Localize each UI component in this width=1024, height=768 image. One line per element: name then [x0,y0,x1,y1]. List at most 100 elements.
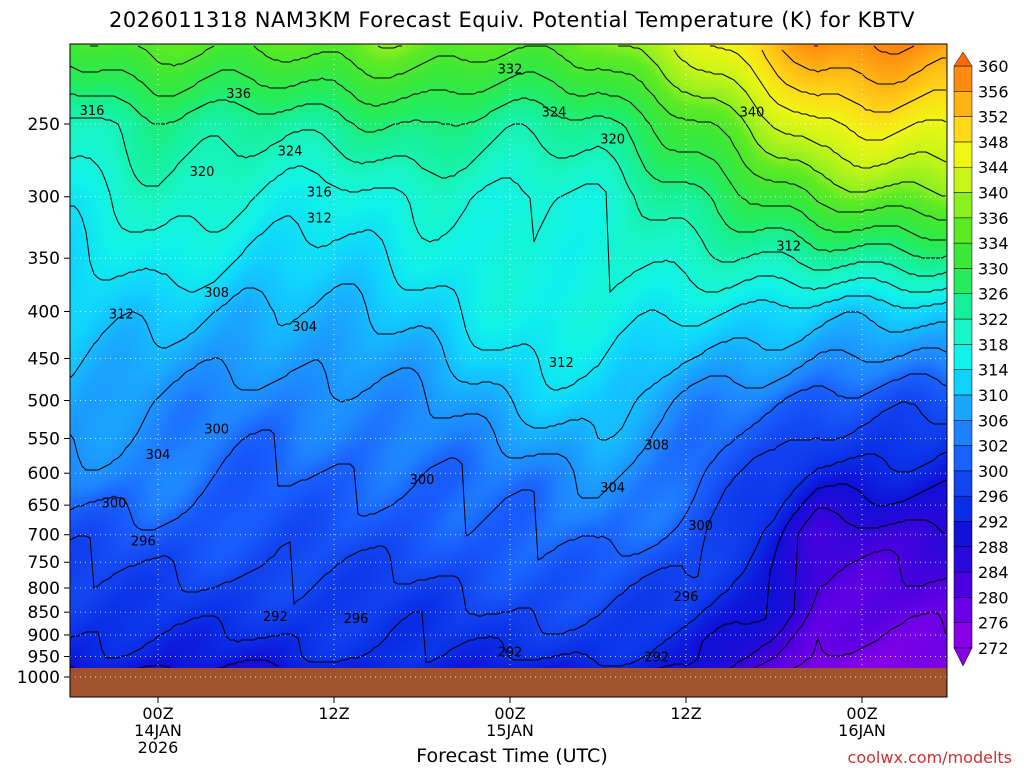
y-tick-label: 900 [28,626,60,646]
colorbar-swatch [953,217,973,244]
colorbar-label: 330 [978,259,1009,278]
x-tick-label: 2026 [138,738,179,757]
y-tick-label: 800 [28,579,60,599]
colorbar-swatch [953,141,973,168]
contour-label: 300 [204,423,229,438]
colorbar-swatch [953,420,973,446]
contour-line-320 [70,117,947,277]
colorbar-swatch [953,597,973,623]
contour-line-356 [814,45,915,55]
contour-line-340 [673,49,947,169]
x-tick-label: 14JAN [134,721,182,740]
y-tick-label: 300 [28,188,60,208]
x-tick-label: 12Z [670,704,701,723]
y-tick-label: 650 [28,496,60,516]
colorbar-label: 284 [978,563,1009,582]
colorbar-swatch [953,571,973,598]
credit-text: coolwx.com/modelts [847,748,1012,767]
colorbar-label: 300 [978,462,1009,481]
contour-label: 300 [410,473,435,488]
contour-label: 332 [498,62,523,77]
contour-label: 292 [263,610,288,625]
y-tick-label: 700 [28,526,60,546]
colorbar-swatch [953,521,973,548]
contour-label: 296 [674,590,699,605]
contour-label: 320 [190,165,215,180]
colorbar-swatch [953,318,973,345]
colorbar-label: 334 [978,234,1009,253]
contour-line-292 [69,451,947,667]
colorbar-swatch [953,495,973,522]
colorbar-label: 336 [978,209,1009,228]
colorbar-label: 272 [978,639,1009,658]
contour-line-276 [793,611,947,669]
y-tick-label: 500 [28,392,60,412]
theta-e-heatmap [70,44,947,668]
colorbar-swatch [953,293,973,320]
colorbar-label: 280 [978,588,1009,607]
contour-label: 296 [344,612,369,627]
contour-label: 316 [80,104,105,119]
colorbar-label: 292 [978,512,1009,531]
plot-frame [69,43,948,698]
chart-title: 2026011318 NAM3KM Forecast Equiv. Potent… [109,8,915,32]
contour-label: 300 [102,496,127,511]
contour-label: 308 [204,286,229,301]
colorbar-label: 288 [978,538,1009,557]
colorbar-swatch [953,116,973,143]
contour-line-316 [70,155,947,294]
colorbar-label: 326 [978,285,1009,304]
contour-line-336 [377,45,946,197]
colorbar-top-arrow [953,51,973,67]
contour-line-352 [781,49,946,85]
colorbar-swatch [953,470,973,497]
y-tick-label: 450 [28,349,60,369]
colorbar-label: 296 [978,487,1009,506]
contour-line-344 [710,45,947,141]
x-tick-label: 12Z [318,704,349,723]
colorbar-label: 306 [978,411,1009,430]
colorbar-swatch [953,369,973,396]
contour-label: 308 [644,439,669,454]
contour-line-312 [70,205,947,391]
colorbar-label: 310 [978,386,1009,405]
colorbar-bottom-arrow [953,647,973,667]
colorbar-swatch [953,394,973,421]
x-tick-label: 00Z [846,704,877,723]
x-tick-label: 16JAN [838,721,886,740]
contour-label: 336 [226,87,251,102]
colorbar-label: 322 [978,310,1009,329]
contour-label: 324 [542,106,567,121]
contour-line-280 [753,549,947,669]
x-tick-label: 15JAN [486,721,534,740]
contour-line-288 [69,479,947,669]
colorbar-swatch [953,445,973,472]
colorbar-label: 276 [978,614,1009,633]
y-tick-label: 250 [28,115,60,135]
contour-label: 300 [688,519,713,534]
contour-label: 304 [600,481,625,496]
colorbar-swatch [953,91,973,117]
y-tick-label: 850 [28,603,60,623]
contour-label: 312 [549,356,574,371]
colorbar-swatch [953,192,973,219]
colorbar-label: 360 [978,57,1009,76]
colorbar-label: 344 [978,158,1009,177]
colorbar-swatch [953,65,973,92]
x-axis-title: Forecast Time (UTC) [416,745,608,767]
contour-label: 316 [307,186,332,201]
contour-label: 312 [307,212,332,227]
ground-fill [70,668,947,697]
x-tick-label: 00Z [494,704,525,723]
contour-label: 312 [109,307,134,322]
y-tick-label: 750 [28,553,60,573]
y-tick-label: 600 [28,464,60,484]
contour-label: 304 [292,320,317,335]
contour-line-348 [761,49,946,113]
colorbar-swatch [953,546,973,573]
contour-label: 292 [498,645,523,660]
colorbar-label: 352 [978,108,1009,127]
colorbar-swatch [953,344,973,370]
contour-line-284 [729,507,947,669]
